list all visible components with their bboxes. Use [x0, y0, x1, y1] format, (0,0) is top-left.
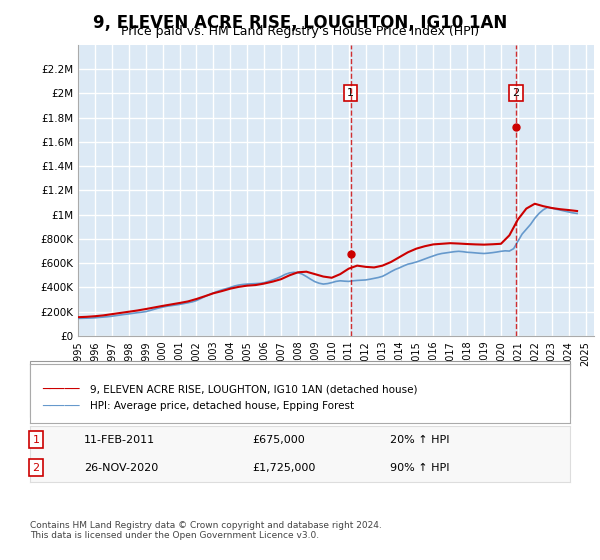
Text: ─────: ───── — [42, 382, 79, 396]
Text: 2: 2 — [512, 88, 520, 98]
Text: 1: 1 — [347, 88, 354, 98]
Text: 20% ↑ HPI: 20% ↑ HPI — [390, 435, 449, 445]
Text: 1: 1 — [32, 435, 40, 445]
Text: 2: 2 — [32, 463, 40, 473]
Text: 9, ELEVEN ACRE RISE, LOUGHTON, IG10 1AN (detached house): 9, ELEVEN ACRE RISE, LOUGHTON, IG10 1AN … — [84, 372, 412, 382]
Text: HPI: Average price, detached house, Epping Forest: HPI: Average price, detached house, Eppi… — [84, 396, 348, 407]
Text: 11-FEB-2011: 11-FEB-2011 — [84, 435, 155, 445]
Text: 9, ELEVEN ACRE RISE, LOUGHTON, IG10 1AN (detached house): 9, ELEVEN ACRE RISE, LOUGHTON, IG10 1AN … — [90, 384, 418, 394]
Text: 90% ↑ HPI: 90% ↑ HPI — [390, 463, 449, 473]
Text: Price paid vs. HM Land Registry's House Price Index (HPI): Price paid vs. HM Land Registry's House … — [121, 25, 479, 38]
Text: 9, ELEVEN ACRE RISE, LOUGHTON, IG10 1AN: 9, ELEVEN ACRE RISE, LOUGHTON, IG10 1AN — [93, 14, 507, 32]
Text: £675,000: £675,000 — [252, 435, 305, 445]
Text: Contains HM Land Registry data © Crown copyright and database right 2024.
This d: Contains HM Land Registry data © Crown c… — [30, 521, 382, 540]
Text: £1,725,000: £1,725,000 — [252, 463, 316, 473]
Text: HPI: Average price, detached house, Epping Forest: HPI: Average price, detached house, Eppi… — [90, 401, 354, 411]
Text: 26-NOV-2020: 26-NOV-2020 — [84, 463, 158, 473]
Text: ─────: ───── — [42, 399, 79, 413]
FancyBboxPatch shape — [30, 361, 570, 417]
